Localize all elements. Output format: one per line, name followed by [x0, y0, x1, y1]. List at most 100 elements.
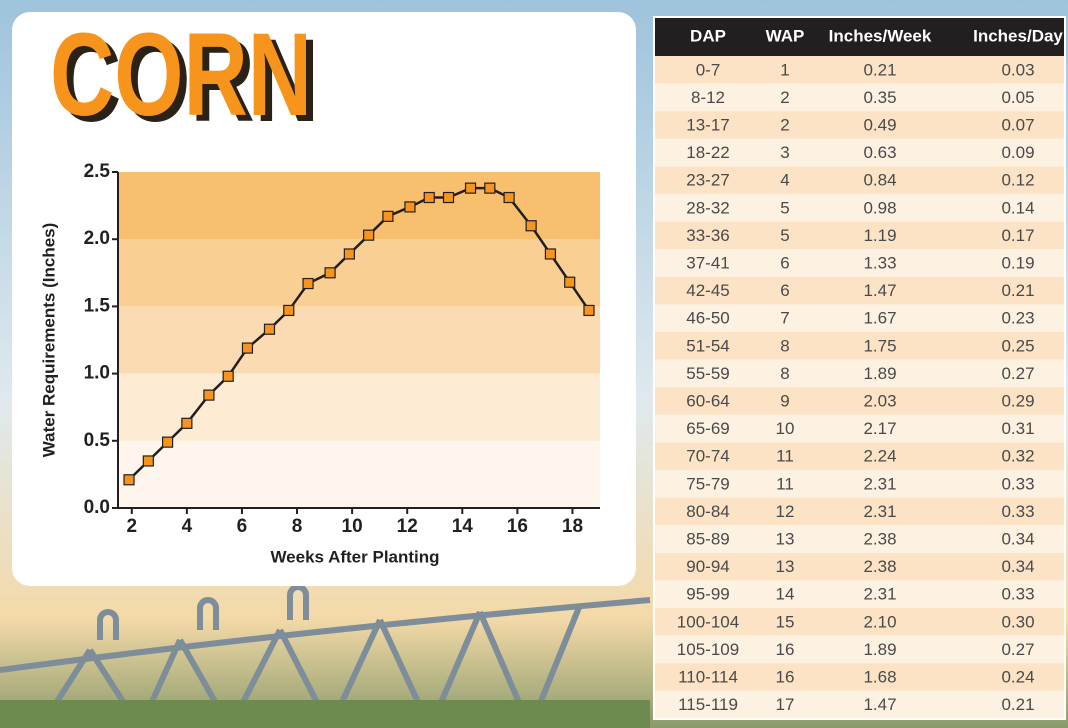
table-cell: 0.27 — [1001, 640, 1034, 659]
table-cell: 65-69 — [686, 419, 729, 438]
y-tick-label: 2.0 — [84, 228, 110, 249]
table-header-cell: Inches/Day — [973, 26, 1063, 45]
table-cell: 0.84 — [863, 171, 896, 190]
table-cell: 10 — [776, 419, 795, 438]
table-cell: 0.03 — [1001, 60, 1034, 79]
x-tick-label: 8 — [292, 516, 303, 537]
x-tick-label: 10 — [342, 516, 363, 537]
table-row — [655, 470, 1064, 498]
data-point — [283, 304, 295, 317]
table-cell: 2.10 — [863, 612, 896, 631]
table-cell: 0.29 — [1001, 391, 1034, 410]
table-cell: 0.30 — [1001, 612, 1034, 631]
chart-title: CORN — [50, 9, 312, 141]
table-cell: 1.75 — [863, 336, 896, 355]
table-row — [655, 138, 1064, 167]
background-band — [118, 172, 600, 240]
table-cell: 15 — [776, 612, 795, 631]
table-row — [655, 663, 1064, 691]
x-tick-label: 6 — [237, 516, 248, 537]
data-point — [544, 248, 557, 260]
background-band — [118, 440, 600, 508]
table-header-row — [655, 18, 1064, 56]
table-cell: 1.19 — [863, 226, 896, 245]
table-cell: 7 — [780, 309, 789, 328]
table-cell: 6 — [780, 281, 789, 300]
table-cell: 2.31 — [863, 585, 896, 604]
data-point — [142, 455, 154, 467]
table-cell: 1.89 — [863, 364, 896, 383]
x-tick-label: 4 — [182, 516, 193, 537]
y-tick-label: 2.5 — [84, 161, 111, 182]
data-point — [464, 182, 477, 194]
data-point — [564, 276, 576, 288]
table-cell: 14 — [776, 585, 795, 604]
table-cell: 18-22 — [686, 143, 729, 162]
x-tick-label: 18 — [562, 516, 583, 537]
data-point — [404, 201, 416, 213]
table-row — [655, 194, 1064, 222]
table-cell: 105-109 — [677, 640, 739, 659]
data-point — [263, 323, 276, 335]
data-point — [423, 191, 435, 204]
table-cell: 8 — [780, 336, 789, 355]
table-cell: 0.34 — [1001, 529, 1034, 548]
data-point — [203, 389, 215, 401]
data-point — [123, 474, 135, 486]
table-cell: 2.03 — [863, 391, 896, 410]
table-cell: 4 — [780, 171, 789, 190]
x-axis-title: Weeks After Planting — [270, 547, 439, 566]
table-cell: 0.23 — [1001, 309, 1034, 328]
table-cell: 6 — [780, 253, 789, 272]
table-cell: 5 — [780, 226, 789, 245]
table-cell: 0.33 — [1001, 585, 1034, 604]
table-cell: 1.33 — [863, 253, 896, 272]
data-point — [442, 191, 455, 204]
data-point — [382, 210, 394, 222]
table-cell: 0.31 — [1001, 419, 1034, 438]
table-cell: 0.33 — [1001, 502, 1034, 521]
table-header-cell: WAP — [766, 26, 805, 45]
data-point — [583, 304, 595, 317]
table-cell: 1.47 — [863, 281, 896, 300]
table-cell: 17 — [776, 695, 795, 714]
x-tick-label: 2 — [126, 516, 137, 537]
data-point — [343, 248, 355, 260]
table-cell: 0.21 — [1001, 695, 1034, 714]
table-cell: 46-50 — [686, 309, 729, 328]
table-row — [655, 387, 1064, 415]
table-row — [655, 608, 1064, 636]
table-cell: 16 — [776, 640, 795, 659]
table-cell: 2.17 — [863, 419, 896, 438]
table-cell: 0.25 — [1001, 336, 1034, 355]
table-cell: 2.24 — [863, 447, 896, 466]
table-row — [655, 552, 1064, 581]
data-point — [484, 182, 496, 194]
table-cell: 0.19 — [1001, 253, 1034, 272]
table-cell: 3 — [780, 143, 789, 162]
table-row — [655, 249, 1064, 277]
table-row — [655, 414, 1064, 443]
table-cell: 13 — [776, 529, 795, 548]
table-cell: 0.21 — [1001, 281, 1034, 300]
table-cell: 85-89 — [686, 529, 729, 548]
table-cell: 2 — [780, 88, 789, 107]
table-cell: 51-54 — [686, 336, 729, 355]
background-band — [118, 239, 600, 307]
table-cell: 23-27 — [686, 171, 729, 190]
table-cell: 0.17 — [1001, 226, 1034, 245]
data-point — [302, 277, 314, 290]
table-cell: 11 — [776, 474, 794, 493]
table-cell: 95-99 — [686, 585, 729, 604]
table-cell: 1 — [780, 60, 789, 79]
table-cell: 80-84 — [686, 502, 729, 521]
table-cell: 37-41 — [686, 253, 729, 272]
table-cell: 60-64 — [686, 391, 729, 410]
table-cell: 12 — [776, 502, 795, 521]
table-cell: 11 — [776, 447, 794, 466]
table-cell: 1.67 — [863, 309, 896, 328]
table-cell: 0.24 — [1001, 667, 1034, 686]
table-cell: 0.33 — [1001, 474, 1034, 493]
